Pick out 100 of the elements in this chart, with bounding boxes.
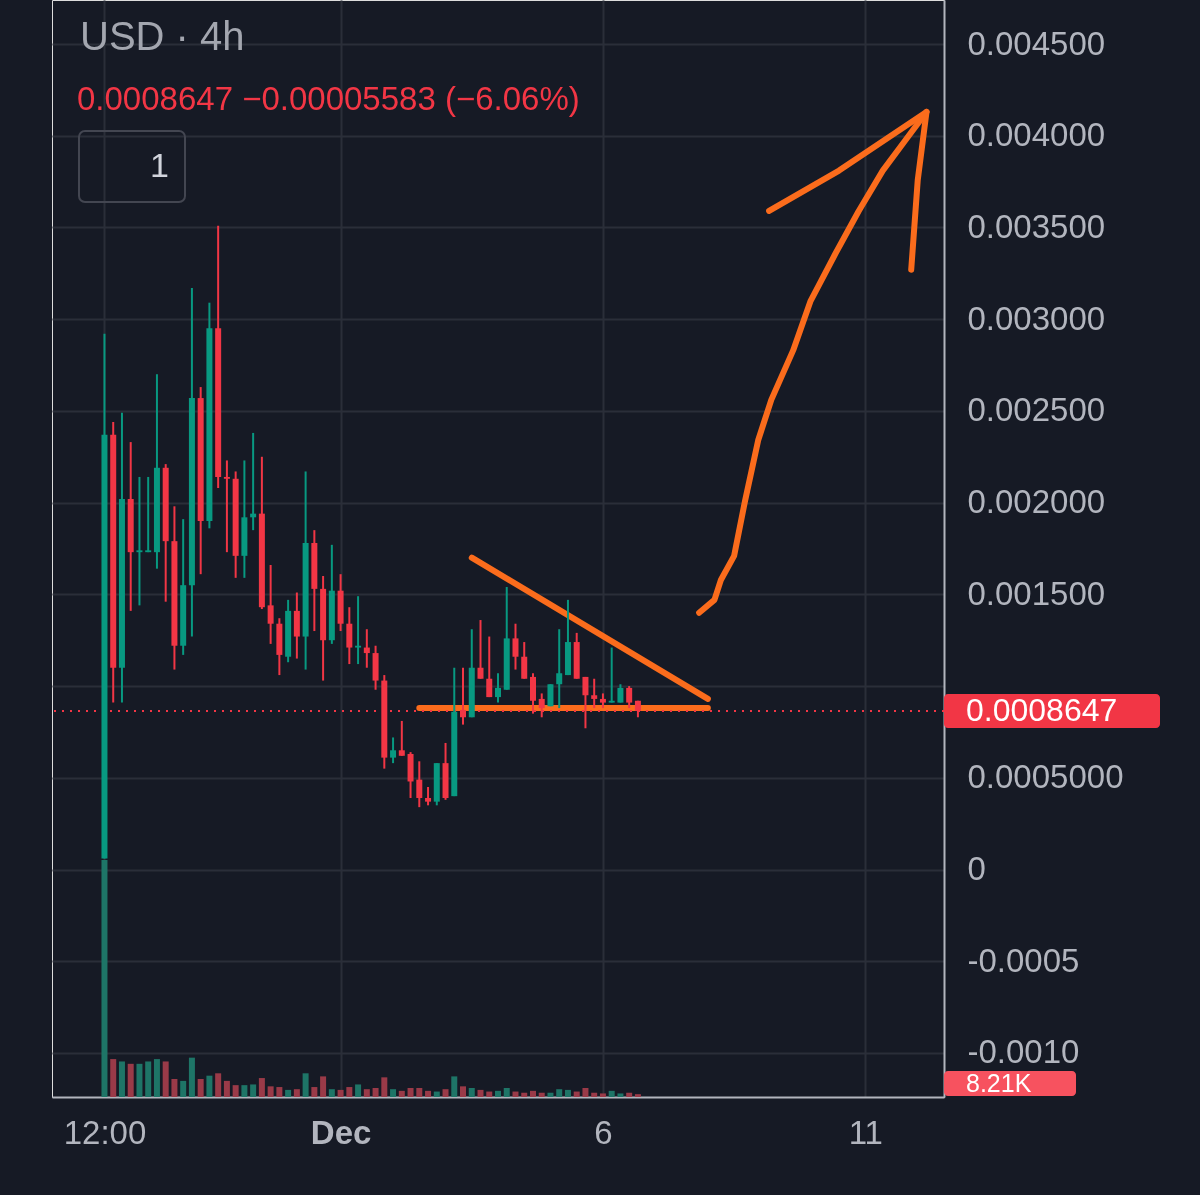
bar (153, 1059, 160, 1097)
candlestick (145, 475, 152, 554)
text: 0.0008647 −0.00005583 (−6.06%) (77, 80, 580, 117)
candlestick (521, 641, 528, 680)
bar (223, 1080, 230, 1097)
candlestick (477, 619, 484, 680)
candlestick (363, 628, 370, 669)
candlestick (390, 736, 397, 765)
bar (425, 1090, 432, 1097)
y-tick-label: 0.002000 (967, 483, 1106, 521)
bar (328, 1089, 335, 1097)
bar (136, 1063, 143, 1097)
candlestick (398, 719, 405, 757)
bar (398, 1090, 405, 1097)
y-tick-label: 0.001500 (967, 574, 1106, 612)
bar (564, 1089, 571, 1097)
bar (215, 1073, 222, 1097)
bar (573, 1091, 580, 1097)
bar (442, 1089, 449, 1097)
y-tick-label: 0.0005000 (967, 758, 1124, 796)
y-tick-label: 0.003000 (967, 299, 1106, 337)
candlestick (495, 672, 501, 704)
bar (538, 1092, 545, 1097)
bar (556, 1089, 563, 1097)
x-tick-label: Dec (310, 1113, 372, 1151)
bar (276, 1087, 283, 1097)
candlestick (136, 475, 143, 607)
y-tick-label: -0.0010 (967, 1033, 1080, 1071)
bar (337, 1089, 344, 1097)
bar (460, 1086, 467, 1097)
bar (634, 1094, 641, 1097)
bar (390, 1089, 397, 1097)
bar (608, 1090, 615, 1097)
bar (503, 1088, 510, 1097)
x-tick-label: 11 (848, 1113, 883, 1151)
bar (285, 1089, 292, 1097)
y-tick-label: 0.004500 (967, 24, 1106, 62)
annotation: 1 (150, 146, 169, 184)
bar (206, 1075, 213, 1097)
y-tick-label: -0.0005 (967, 941, 1080, 979)
bar (363, 1089, 370, 1097)
candlestick (267, 564, 274, 645)
bar (477, 1089, 484, 1097)
bar (451, 1076, 458, 1097)
bar (293, 1089, 300, 1097)
text: 8.21K (966, 1069, 1032, 1097)
bar (529, 1090, 536, 1097)
bar (346, 1087, 353, 1097)
bar (512, 1091, 519, 1097)
candlestick (416, 760, 423, 809)
bar (250, 1084, 257, 1097)
candlestick (626, 685, 633, 710)
y-tick-label: 0.004000 (967, 116, 1106, 154)
bar (495, 1090, 501, 1097)
candlestick (460, 666, 467, 726)
bar (311, 1087, 318, 1097)
candlestick (486, 635, 493, 699)
bar (626, 1092, 633, 1097)
bar (267, 1086, 274, 1097)
bar (171, 1078, 178, 1097)
candlestick (591, 677, 598, 710)
bar (582, 1088, 589, 1097)
ref-line-label: 0.0008647 (966, 691, 1118, 728)
y-tick-label: 0.003500 (967, 207, 1106, 245)
y-tick-label: 0.002500 (967, 391, 1106, 429)
candlestick (608, 646, 615, 704)
bar (162, 1061, 169, 1097)
bar (145, 1061, 152, 1097)
bar (180, 1080, 187, 1097)
bar (188, 1057, 195, 1097)
bar (381, 1077, 388, 1097)
bar (591, 1092, 598, 1097)
bar (302, 1073, 309, 1097)
bar (241, 1085, 248, 1097)
bar (232, 1085, 239, 1097)
candlestick (223, 459, 230, 554)
candlestick (512, 622, 519, 671)
bar (416, 1088, 423, 1097)
bar (320, 1076, 327, 1097)
candlestick (556, 628, 563, 710)
bar (110, 1059, 117, 1097)
bar (258, 1078, 265, 1097)
bar (468, 1088, 475, 1097)
chart-title: USD · 4h (80, 14, 245, 58)
candlestick (346, 606, 353, 666)
x-tick-label: 6 (594, 1113, 613, 1151)
bar (547, 1092, 554, 1097)
bar (521, 1092, 528, 1097)
bar (118, 1061, 125, 1097)
bar (599, 1093, 606, 1097)
bar (617, 1093, 624, 1097)
candlestick (617, 683, 624, 704)
bar (486, 1091, 493, 1097)
x-tick-label: 12:00 (63, 1113, 147, 1151)
bar (372, 1088, 379, 1097)
y-tick-label: 0 (967, 850, 986, 888)
bar (197, 1078, 204, 1097)
bar (433, 1091, 440, 1097)
bar (127, 1063, 134, 1097)
candlestick (355, 595, 362, 666)
